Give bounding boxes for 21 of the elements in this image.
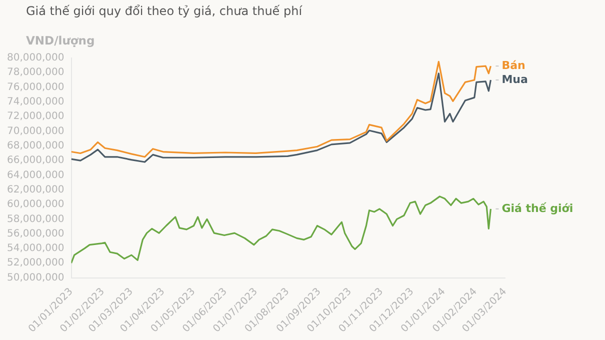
- y-tick-label: 74,000,000: [6, 96, 64, 108]
- y-tick-label: 52,000,000: [6, 258, 64, 269]
- y-tick-label: 58,000,000: [6, 214, 64, 225]
- y-tick-label: 66,000,000: [6, 155, 64, 166]
- y-tick-label: 68,000,000: [6, 140, 64, 152]
- y-axis-title: VND/lượng: [26, 34, 95, 48]
- y-tick-label: 72,000,000: [6, 111, 64, 122]
- y-tick-label: 70,000,000: [6, 126, 64, 137]
- series-label: Giá thế giới: [502, 202, 574, 215]
- y-tick-label: 64,000,000: [6, 170, 64, 181]
- y-tick-label: 76,000,000: [6, 82, 64, 93]
- y-tick-label: 54,000,000: [6, 243, 64, 254]
- y-tick-label: 56,000,000: [6, 228, 64, 240]
- y-tick-label: 80,000,000: [6, 52, 64, 64]
- series-label: Mua: [502, 72, 528, 86]
- chart-title: Giá thế giới quy đổi theo tỷ giá, chưa thuế phí: [26, 4, 303, 18]
- y-tick-label: 78,000,000: [6, 67, 64, 78]
- y-tick-label: 50,000,000: [6, 272, 64, 284]
- y-tick-label: 62,000,000: [6, 184, 64, 196]
- y-tick-label: 60,000,000: [6, 199, 64, 210]
- series-label: Bán: [502, 58, 526, 72]
